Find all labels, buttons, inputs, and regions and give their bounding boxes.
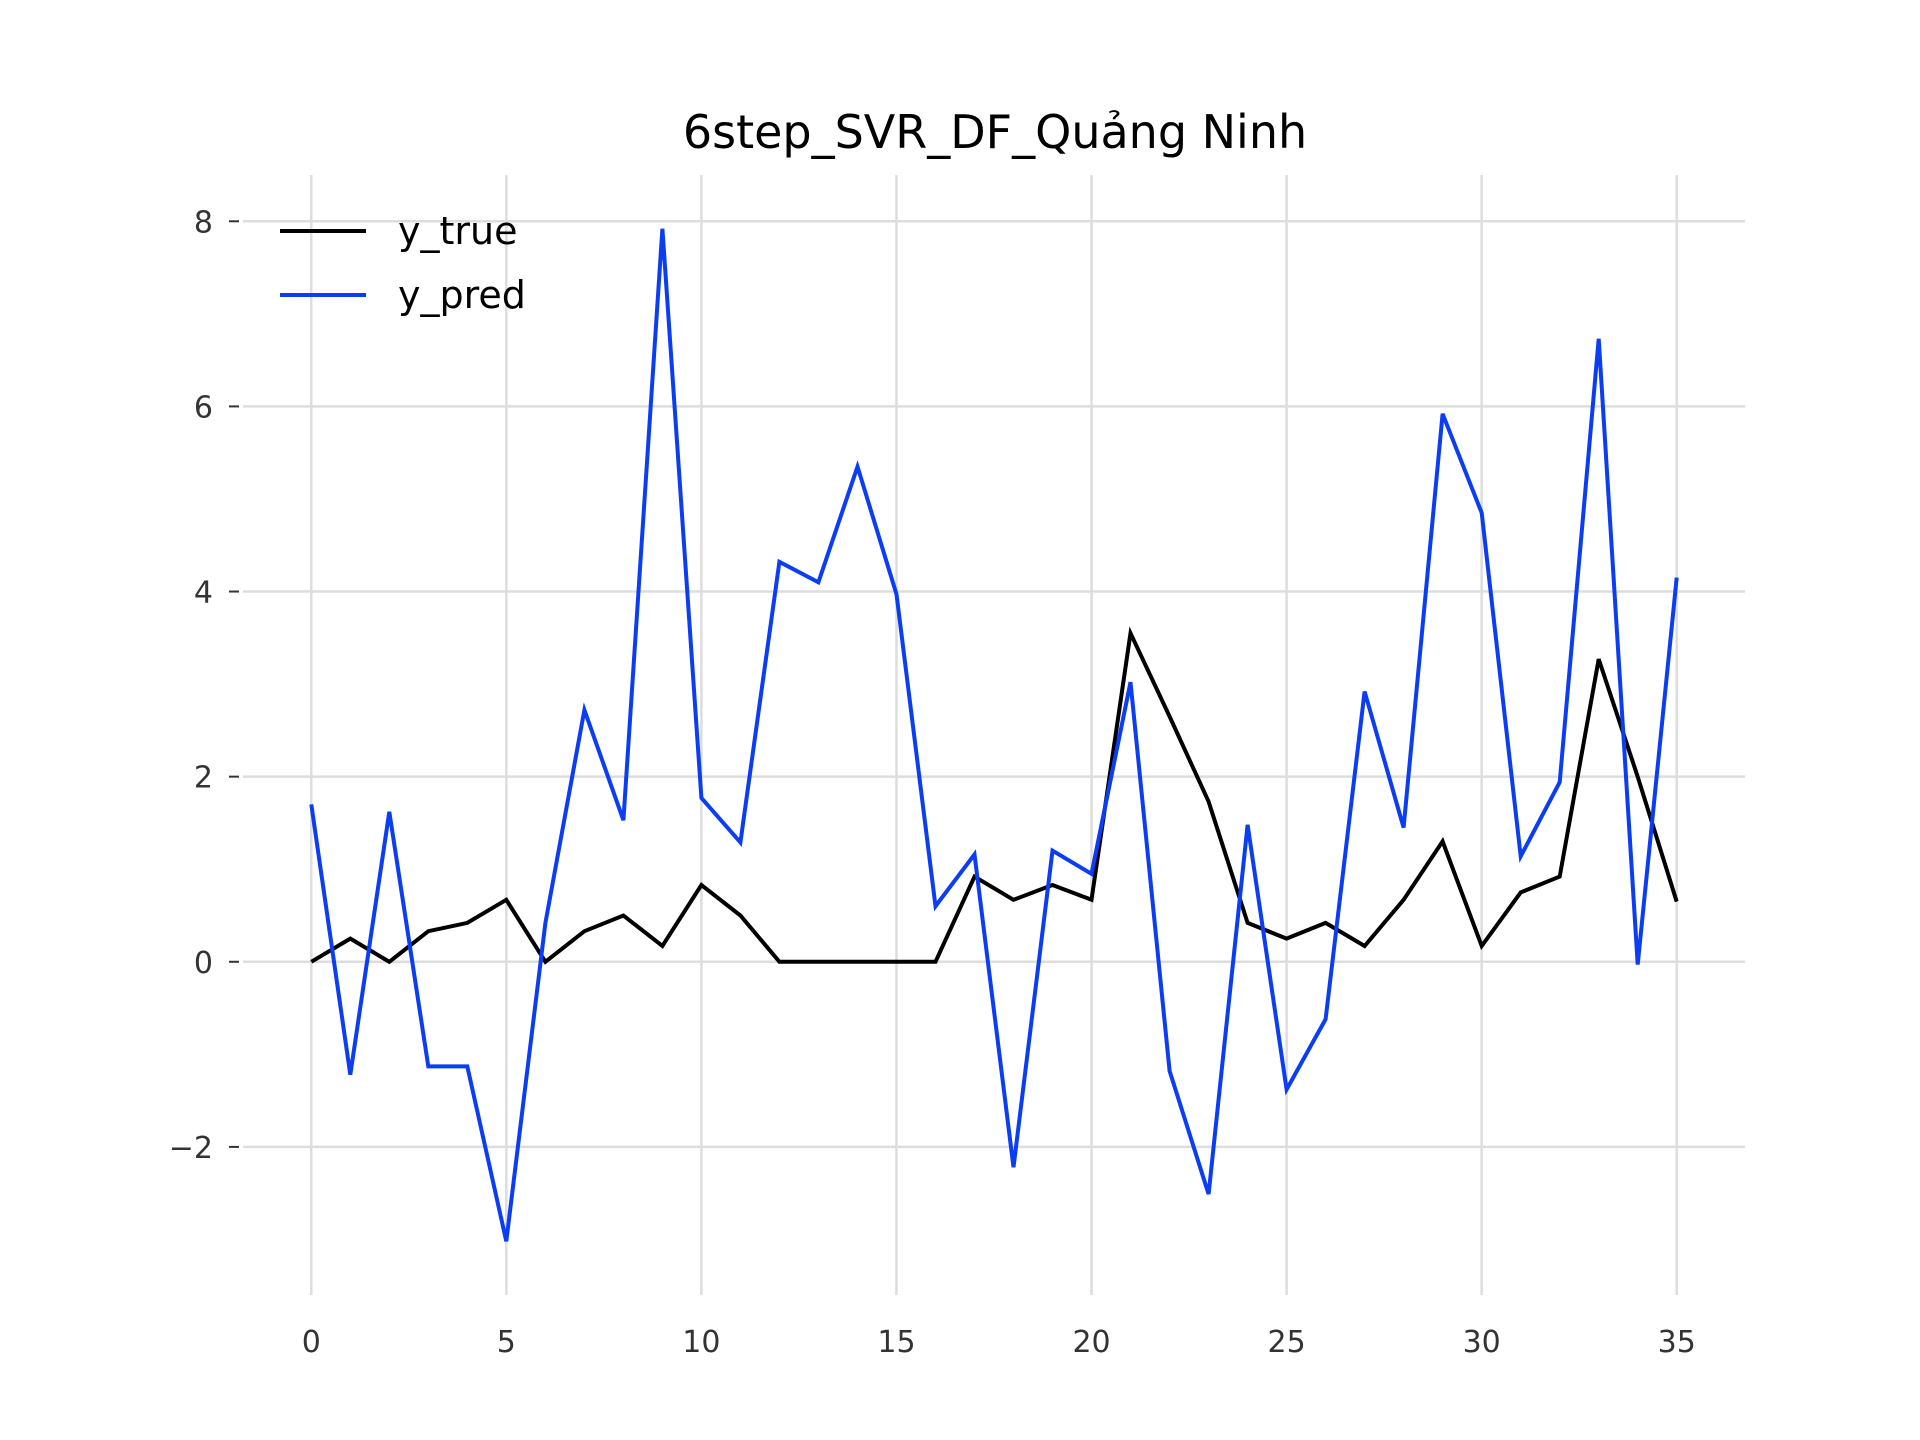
series-line-y-true — [310, 626, 1679, 965]
x-grid — [310, 175, 1678, 1295]
series-line-y-pred — [309, 228, 1679, 1242]
series-group — [309, 228, 1679, 1242]
y-tick-label-2: 2 — [194, 761, 213, 796]
y-tick-label-6: 6 — [194, 390, 213, 425]
x-tick-label-35: 35 — [1658, 1325, 1696, 1360]
y-tick-label-8: 8 — [194, 205, 213, 240]
y-axis-ticks: −2 0 2 4 6 8 — [169, 205, 239, 1166]
x-tick-label-5: 5 — [497, 1325, 516, 1360]
x-tick-label-15: 15 — [877, 1325, 915, 1360]
chart-title: 6step_SVR_DF_Quảng Ninh — [683, 105, 1307, 159]
y-tick-label-4: 4 — [194, 576, 213, 611]
y-tick-label-0: 0 — [194, 946, 213, 981]
plot-area: 0 5 10 15 20 25 30 35 −2 0 2 4 6 8 — [169, 175, 1745, 1360]
legend-label-y-true: y_true — [398, 209, 517, 253]
x-tick-label-10: 10 — [682, 1325, 720, 1360]
y-grid — [243, 220, 1745, 1149]
legend-label-y-pred: y_pred — [398, 273, 526, 317]
x-tick-label-25: 25 — [1268, 1325, 1306, 1360]
x-tick-label-0: 0 — [302, 1325, 321, 1360]
x-tick-label-20: 20 — [1072, 1325, 1110, 1360]
legend: y_true y_pred — [280, 209, 526, 317]
x-tick-label-30: 30 — [1463, 1325, 1501, 1360]
x-axis-ticks: 0 5 10 15 20 25 30 35 — [302, 1325, 1696, 1360]
y-tick-label--2: −2 — [169, 1131, 213, 1166]
